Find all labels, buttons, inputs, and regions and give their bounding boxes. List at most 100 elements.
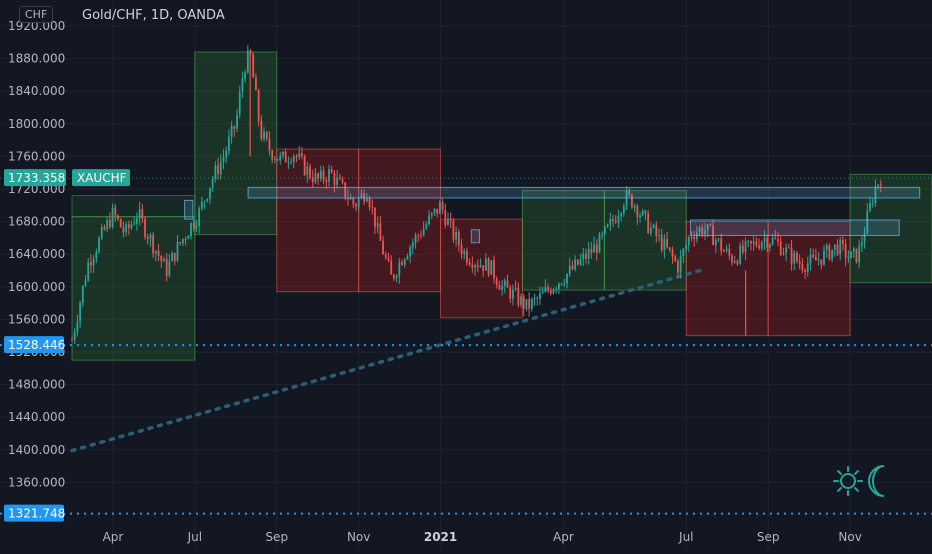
candle-down (787, 243, 790, 249)
candle-body (582, 253, 585, 260)
candle-down (114, 204, 117, 222)
candle-body (666, 239, 669, 248)
candle-body (425, 224, 428, 229)
x-tick-label: Sep (757, 530, 780, 544)
candle-body (268, 138, 271, 151)
candle-down (528, 292, 531, 317)
candle-up (168, 254, 171, 278)
candle-body (411, 242, 414, 248)
candle-body (349, 198, 352, 200)
x-axis[interactable]: Apr Jul Sep Nov 2021 Apr Jul Sep Nov (103, 530, 862, 544)
level-price-badge[interactable] (4, 504, 64, 522)
candle-body (200, 201, 203, 209)
candle-up (825, 243, 828, 258)
candle-body (831, 249, 834, 260)
candle-up (717, 237, 720, 243)
candle-up (874, 179, 877, 207)
candle-up (512, 284, 514, 306)
candle-down (330, 165, 333, 174)
candle-up (833, 244, 836, 257)
candle-down (217, 158, 219, 180)
candle-body (709, 224, 712, 226)
candle-down (509, 284, 512, 304)
candle-body (752, 241, 755, 244)
candle-up (447, 212, 449, 226)
last-price-badge[interactable] (4, 169, 66, 187)
candle-body (111, 207, 114, 228)
sun-ray (837, 487, 842, 492)
candle-body (576, 259, 579, 265)
candle-up (871, 198, 874, 208)
candle-body (87, 261, 90, 281)
candle-body (438, 202, 441, 214)
candle-down (631, 193, 633, 209)
y-axis[interactable]: 1360.0001400.0001440.0001480.0001520.000… (4, 19, 130, 522)
y-tick-label: 1840.000 (8, 84, 65, 98)
candle-down (755, 237, 758, 248)
candle-body (877, 184, 880, 187)
y-tick-label: 1880.000 (8, 52, 65, 66)
candle-body (771, 237, 774, 245)
currency-badge[interactable]: CHF (19, 6, 54, 23)
candle-body (382, 240, 384, 255)
candle-down (674, 254, 677, 263)
candle-body (501, 285, 504, 290)
candle-body (441, 202, 444, 211)
candle-up (866, 203, 869, 235)
candle-body (823, 250, 825, 265)
candle-up (860, 235, 863, 252)
candle-up (84, 275, 87, 288)
candle-body (257, 90, 260, 121)
candle-body (806, 263, 809, 273)
level-price-badge[interactable] (4, 336, 64, 354)
candle-body (593, 244, 595, 253)
candle-down (677, 258, 679, 278)
candle-up (539, 286, 541, 306)
candle-up (563, 278, 566, 287)
candle-body (628, 190, 631, 195)
resistance-box (184, 199, 194, 220)
candle-up (752, 235, 755, 251)
candle-up (244, 69, 247, 83)
candle-up (622, 203, 625, 217)
candle-up (541, 287, 544, 294)
candle-up (209, 187, 211, 204)
symbol-tag[interactable] (72, 169, 130, 187)
candle-body (679, 255, 682, 273)
candle-up (433, 208, 436, 217)
candle-up (587, 241, 590, 265)
candle-down (384, 251, 387, 261)
candle-up (306, 161, 309, 183)
candle-down (576, 259, 579, 266)
candle-down (471, 256, 474, 273)
candle-body (825, 245, 828, 251)
candle-body (287, 162, 290, 164)
candle-down (466, 247, 468, 266)
candle-body (376, 223, 379, 228)
candle-body (514, 287, 517, 290)
candle-body (809, 254, 812, 264)
candle-down (777, 232, 779, 247)
candle-body (779, 241, 782, 255)
candle-up (438, 199, 441, 214)
candle-up (714, 237, 717, 253)
candle-up (200, 196, 203, 211)
candle-down (252, 51, 255, 78)
candle-up (658, 228, 660, 242)
candle-body (114, 207, 117, 216)
candle-up (138, 201, 141, 226)
candle-up (79, 300, 82, 329)
candle-up (839, 236, 842, 261)
candle-up (409, 244, 412, 263)
candle-body (355, 204, 357, 207)
candle-up (92, 255, 95, 274)
candle-up (133, 217, 136, 226)
candle-down (344, 181, 347, 201)
candle-body (357, 198, 360, 207)
candle-down (276, 158, 279, 161)
candle-up (514, 280, 517, 292)
candle-body (203, 201, 206, 203)
candle-body (744, 241, 747, 253)
